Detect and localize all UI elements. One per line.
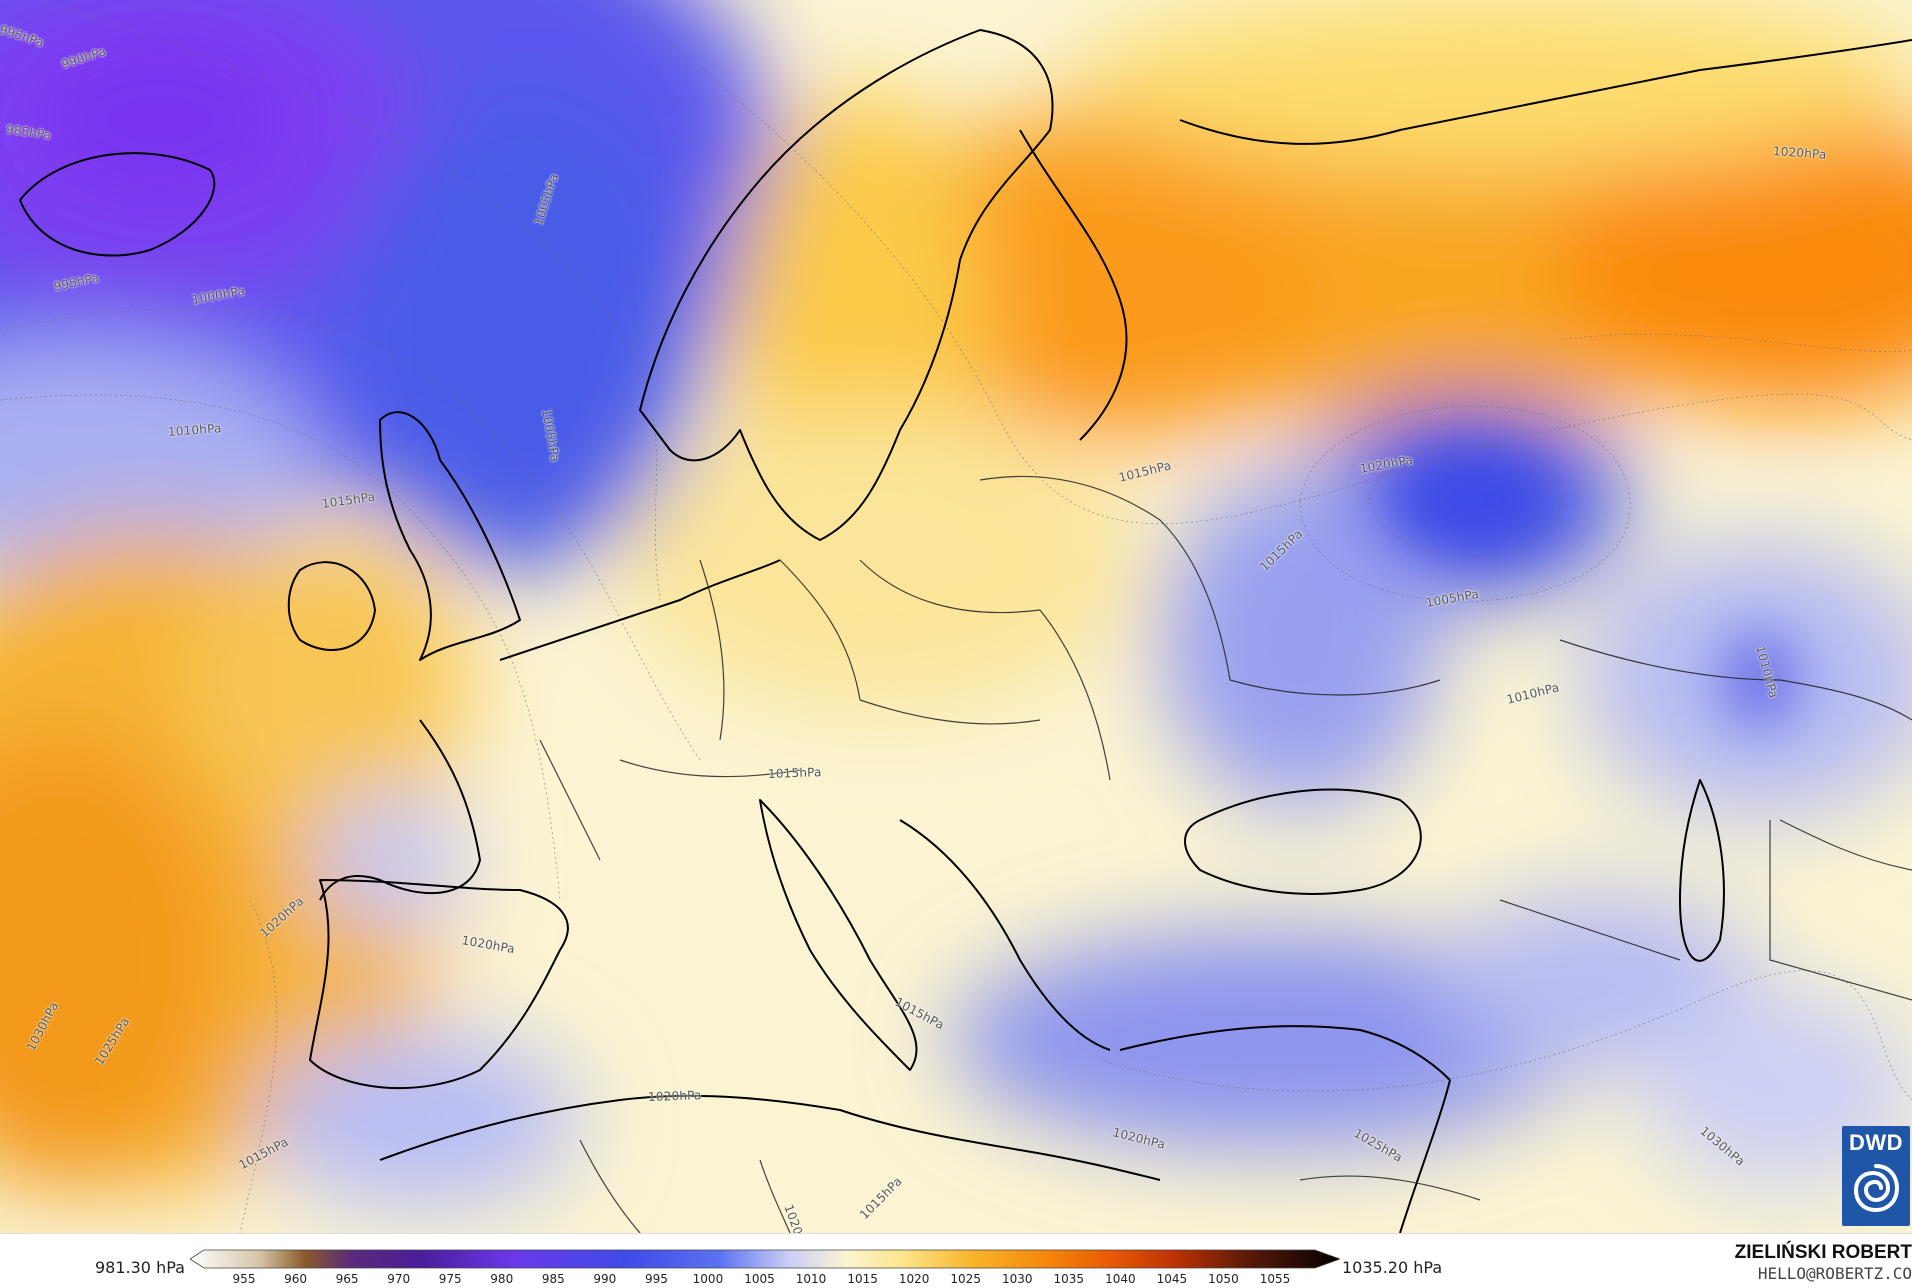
colorbar-tick-label: 960 [284, 1272, 307, 1286]
pressure-colorbar [190, 1249, 1340, 1269]
colorbar-tick-label: 1030 [1001, 1272, 1033, 1286]
pressure-map: 995hPa 990hPa 985hPa 995hPa 1000hPa 1005hPa 10… [0, 0, 1912, 1233]
dwd-swirl-icon [1853, 1164, 1900, 1213]
author-name: ZIELIŃSKI ROBERT [1734, 1242, 1912, 1263]
colorbar-tick-label: 965 [335, 1272, 359, 1286]
country-borders [539, 475, 1912, 1233]
coastlines [19, 29, 1912, 1233]
colorbar-tick-label: 1050 [1208, 1272, 1239, 1286]
colorbar-tick-label: 980 [490, 1272, 514, 1286]
colorbar-tick-label: 970 [387, 1272, 411, 1286]
author-email: HELLO@ROBERTZ.CO [1757, 1264, 1912, 1283]
colorbar-tick-label: 1035 [1053, 1272, 1085, 1286]
colorbar-tick-label: 1040 [1105, 1272, 1136, 1286]
colorbar-tick-label: 1045 [1156, 1272, 1188, 1286]
colorbar-tick-label: 990 [593, 1272, 617, 1286]
colorbar-tick-label: 1020 [898, 1272, 930, 1286]
colorbar-tick-label: 955 [232, 1272, 256, 1286]
isobar-lines [0, 0, 1912, 1233]
dwd-logo-text: DWD [1848, 1130, 1904, 1155]
legend-max-value: 1035.20 hPa [1342, 1258, 1443, 1277]
colorbar-tick-label: 1025 [950, 1272, 981, 1286]
legend-bar: 981.30 hPa [0, 1233, 1912, 1288]
colorbar-tick-label: 975 [438, 1272, 462, 1286]
colorbar-tick-label: 1010 [795, 1272, 827, 1286]
colorbar-tick-label: 985 [541, 1272, 565, 1286]
dwd-logo: DWD [1842, 1126, 1910, 1226]
colorbar-tick-label: 995 [644, 1272, 668, 1286]
colorbar-tick-label: 1055 [1259, 1272, 1291, 1286]
colorbar-tick-label: 1005 [744, 1272, 775, 1286]
pressure-shading [0, 0, 1912, 1210]
pressure-field [0, 0, 1912, 1233]
colorbar-tick-label: 1000 [692, 1272, 724, 1286]
colorbar-tick-label: 1015 [847, 1272, 878, 1286]
legend-min-value: 981.30 hPa [95, 1258, 185, 1277]
